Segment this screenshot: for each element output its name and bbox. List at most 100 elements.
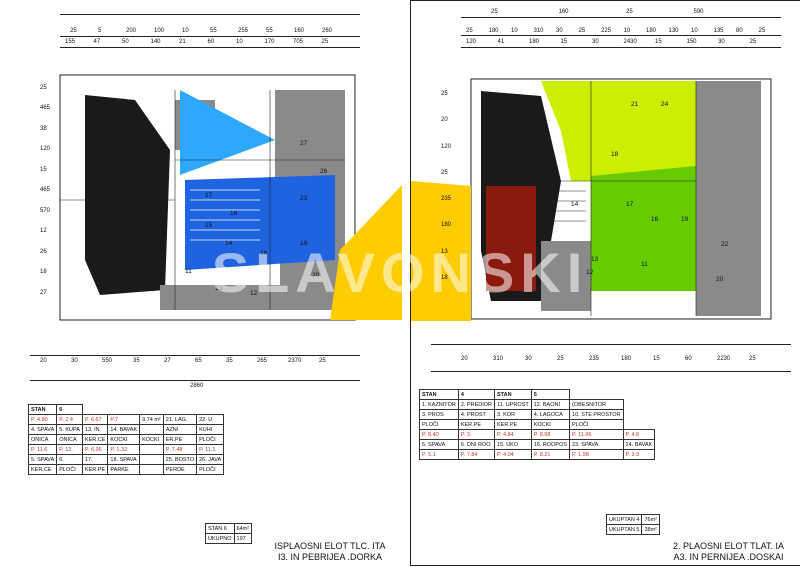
summary-value: 64m² xyxy=(233,523,253,534)
table-cell: 22. U xyxy=(196,414,225,425)
dimension-value: 140 xyxy=(150,39,161,45)
table-cell: 6. xyxy=(56,454,83,465)
table-row: ONICA ONICA KER.CE KOCKI KOCKI ER.PE PLOČI xyxy=(27,434,225,445)
gray-zone xyxy=(696,81,761,316)
dimension-value: 130 xyxy=(668,28,679,34)
table-cell: P. 1.32 xyxy=(107,444,141,455)
sheet-caption: ISPLAOSNI ELOT TLC. ITA I3. IN PEBRIJEA … xyxy=(260,541,400,563)
table-cell: P. 8.40 xyxy=(419,429,459,440)
dimension-line xyxy=(30,380,360,381)
room-number: 11 xyxy=(641,261,648,268)
table-cell: P. 7.48 xyxy=(162,444,198,455)
table-cell xyxy=(139,424,164,435)
dimension-value: 260 xyxy=(322,28,333,34)
table-cell: 24. BAVAK xyxy=(622,439,656,450)
dimension-value: 135 xyxy=(713,28,724,34)
table-cell xyxy=(139,444,164,455)
dimension-value: 27 xyxy=(40,289,47,296)
dimension-value: 150 xyxy=(686,39,697,45)
table-cell: PLOČI xyxy=(419,419,459,430)
table-cell: 3. KOR xyxy=(494,409,532,420)
table-cell: P. 4.84 xyxy=(494,429,532,440)
dimension-value: 41 xyxy=(497,39,505,45)
dimension-value: 20 xyxy=(40,358,47,364)
table-cell: 17. xyxy=(81,454,109,465)
table-header-cell: STAN xyxy=(419,389,459,400)
table-cell: AZNI xyxy=(162,424,198,435)
table-cell: 14. BAVAK xyxy=(107,424,141,435)
dimension-value: 25 xyxy=(441,169,448,176)
table-cell: 15. UKO xyxy=(494,439,532,450)
room-number: 14 xyxy=(571,201,579,208)
table-cell: P. 1.98 xyxy=(569,449,624,460)
table-header-cell: 6 xyxy=(56,404,83,415)
dimension-value: 65 xyxy=(195,358,202,364)
table-cell: 21. LAG. xyxy=(162,414,198,425)
table-cell: PERDE xyxy=(162,464,198,475)
lime-zone xyxy=(541,81,696,181)
table-cell: P. 3.9 xyxy=(622,449,656,460)
dimension-value: 25 xyxy=(441,91,448,97)
table-row: P. 11.6 P. 12. P. 6.96 P. 1.32 P. 7.48 P. 11.… xyxy=(27,444,225,455)
dimension-value: 180 xyxy=(488,28,499,34)
table-cell: KER.PE xyxy=(457,419,496,430)
table-cell: 12. BAONI xyxy=(530,399,571,410)
table-cell: 10. STE PROSTOR xyxy=(569,409,624,420)
dimension-value: 25 xyxy=(557,356,564,362)
dimension-value: 80 xyxy=(736,28,743,34)
dimension-value: 10 xyxy=(511,28,518,34)
table-cell: 6. DNI ROO xyxy=(457,439,496,450)
dimension-value: 235 xyxy=(589,356,600,362)
dimension-value: 705 xyxy=(293,39,304,45)
bottom-total-dimension: 2860 xyxy=(190,383,204,389)
table-row: 3. PROS 4. PROST 3. KOR 4. LAGOCA 10. STE PR… xyxy=(419,409,655,420)
dimension-value: 13 xyxy=(441,248,448,255)
dimension-line xyxy=(60,47,360,48)
dimension-value: 2430 xyxy=(623,39,637,45)
room-number: 11 xyxy=(185,268,192,275)
table-cell: ONICA xyxy=(27,434,58,445)
caption-line: A3. IN PERNIJEA .DOSKAI xyxy=(673,552,784,562)
room-number: 18 xyxy=(611,151,619,158)
table-cell: 5. SPAVA xyxy=(419,439,459,450)
dimension-line xyxy=(461,17,781,18)
dimension-value: 265 xyxy=(257,358,268,364)
dimension-value: 35 xyxy=(226,358,233,364)
table-row: P. 5.1 P. 7.84 P. 4.04 P. 8.21 P. 1.98 P. 3.9 xyxy=(419,449,656,460)
yellow-zone xyxy=(330,185,402,320)
dimension-value: 5 xyxy=(98,28,102,34)
dimension-value: 12 xyxy=(40,228,47,235)
table-cell: 11. UPROST xyxy=(494,399,532,410)
dimension-value: 27 xyxy=(164,358,171,364)
dimension-line xyxy=(30,355,360,356)
table-cell: ONICA xyxy=(56,434,83,445)
dimension-value: 465 xyxy=(40,187,51,194)
dimension-value: 120 xyxy=(466,39,477,45)
room-number: 24 xyxy=(661,101,669,108)
dimension-value: 160 xyxy=(294,28,305,34)
table-cell: P. 2.4 xyxy=(56,414,83,425)
room-number: 20 xyxy=(716,276,724,283)
table-cell: P. 4.80 xyxy=(27,414,58,425)
dimension-value: 590 xyxy=(693,9,704,15)
table-cell: P. 12. xyxy=(56,444,83,455)
dimension-value: 25 xyxy=(758,28,766,34)
dimension-value: 15 xyxy=(653,356,660,362)
dimension-value: 38 xyxy=(40,125,47,132)
table-cell: 26. JAVA xyxy=(196,454,225,465)
dimension-value: 25 xyxy=(491,9,498,15)
summary-value: 38m² xyxy=(641,524,660,535)
dimension-value: 50 xyxy=(122,39,129,45)
summary-label: STAN 6 xyxy=(205,523,235,534)
dimension-line xyxy=(60,36,360,37)
table-cell: KOCKI xyxy=(530,419,571,430)
left-floor-plan-sheet: 25 5 200 100 10 55 255 55 160 260 155 47 50 140 21 60 1… xyxy=(27,14,402,563)
table-cell: 13. IN xyxy=(81,424,109,435)
table-cell: P. 6.67 xyxy=(81,414,109,425)
table-cell: 4. PROST xyxy=(457,409,496,420)
summary-label: UKUPTAN 5 xyxy=(605,524,643,535)
room-number: 14 xyxy=(225,240,233,247)
dimension-value: 25 xyxy=(321,39,329,45)
black-zone xyxy=(85,95,170,295)
table-row: 5. SPAVA 6. DNI ROO 15. UKO 16. ROOPOS 23. S… xyxy=(419,439,656,450)
